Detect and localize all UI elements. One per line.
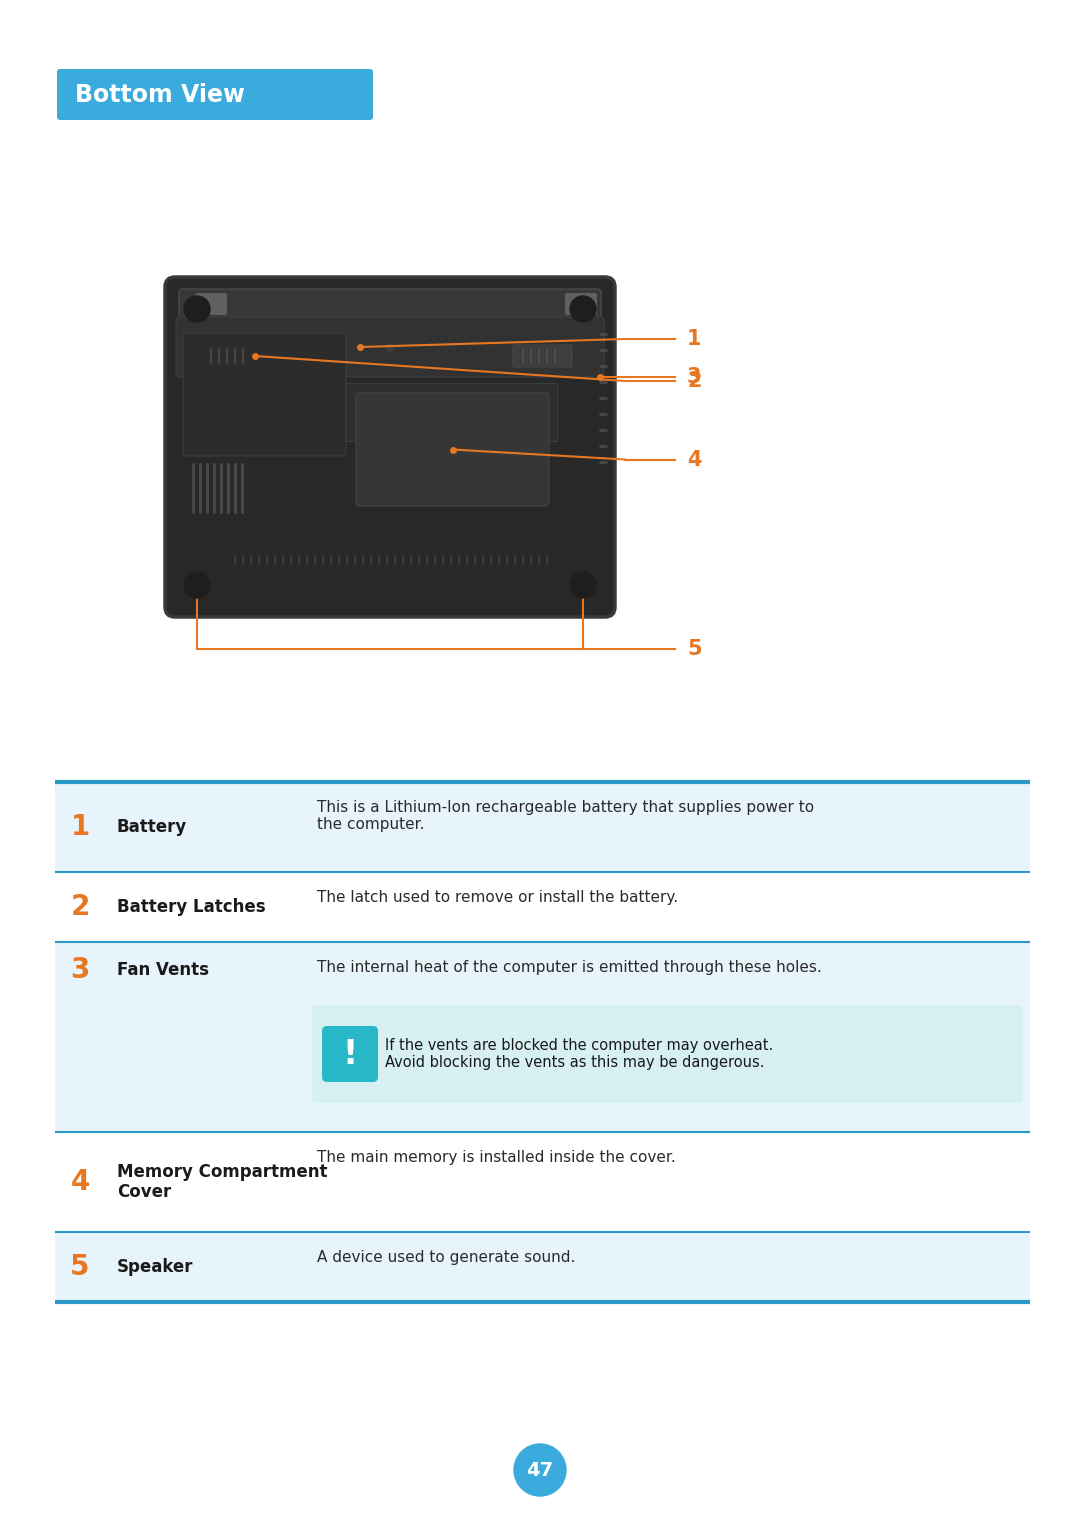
FancyBboxPatch shape bbox=[195, 293, 227, 316]
Text: The main memory is installed inside the cover.: The main memory is installed inside the … bbox=[318, 1151, 676, 1164]
Text: 1: 1 bbox=[687, 329, 702, 349]
FancyBboxPatch shape bbox=[57, 69, 373, 119]
Circle shape bbox=[570, 296, 596, 322]
Text: 5: 5 bbox=[687, 639, 702, 659]
FancyBboxPatch shape bbox=[179, 290, 600, 319]
Text: Battery: Battery bbox=[117, 818, 187, 836]
Text: 5: 5 bbox=[70, 1253, 90, 1281]
Text: 3: 3 bbox=[687, 368, 702, 388]
FancyBboxPatch shape bbox=[183, 332, 346, 457]
Text: 3: 3 bbox=[70, 956, 90, 984]
Text: Bottom View: Bottom View bbox=[75, 83, 245, 107]
Bar bbox=[55, 942, 1030, 1132]
FancyBboxPatch shape bbox=[356, 394, 549, 506]
FancyBboxPatch shape bbox=[176, 317, 604, 377]
Text: If the vents are blocked the computer may overheat.
Avoid blocking the vents as : If the vents are blocked the computer ma… bbox=[384, 1037, 773, 1071]
Text: 2: 2 bbox=[70, 893, 90, 921]
FancyBboxPatch shape bbox=[312, 1005, 1023, 1103]
FancyBboxPatch shape bbox=[222, 383, 557, 441]
Text: 4: 4 bbox=[70, 1167, 90, 1196]
Text: Fan Vents: Fan Vents bbox=[117, 961, 210, 979]
Text: 2: 2 bbox=[687, 371, 702, 391]
Text: 47: 47 bbox=[526, 1460, 554, 1480]
Text: This is a Lithium-Ion rechargeable battery that supplies power to
the computer.: This is a Lithium-Ion rechargeable batte… bbox=[318, 800, 814, 832]
Bar bbox=[55, 1232, 1030, 1302]
FancyBboxPatch shape bbox=[513, 345, 572, 368]
Text: The internal heat of the computer is emitted through these holes.: The internal heat of the computer is emi… bbox=[318, 961, 822, 974]
Text: The latch used to remove or install the battery.: The latch used to remove or install the … bbox=[318, 890, 678, 905]
Text: Battery Latches: Battery Latches bbox=[117, 898, 266, 916]
Text: Speaker: Speaker bbox=[117, 1258, 193, 1276]
Text: 4: 4 bbox=[687, 449, 702, 469]
FancyBboxPatch shape bbox=[165, 277, 615, 617]
FancyBboxPatch shape bbox=[565, 293, 597, 316]
Bar bbox=[55, 781, 1030, 872]
FancyBboxPatch shape bbox=[322, 1026, 378, 1082]
Text: 1: 1 bbox=[70, 813, 90, 841]
Text: A device used to generate sound.: A device used to generate sound. bbox=[318, 1250, 576, 1265]
Text: Memory Compartment
Cover: Memory Compartment Cover bbox=[117, 1163, 327, 1201]
FancyBboxPatch shape bbox=[201, 345, 260, 368]
Text: !: ! bbox=[342, 1037, 357, 1071]
Bar bbox=[55, 1132, 1030, 1232]
Circle shape bbox=[184, 571, 210, 597]
Circle shape bbox=[570, 571, 596, 597]
Bar bbox=[55, 872, 1030, 942]
Circle shape bbox=[184, 296, 210, 322]
Circle shape bbox=[514, 1445, 566, 1497]
